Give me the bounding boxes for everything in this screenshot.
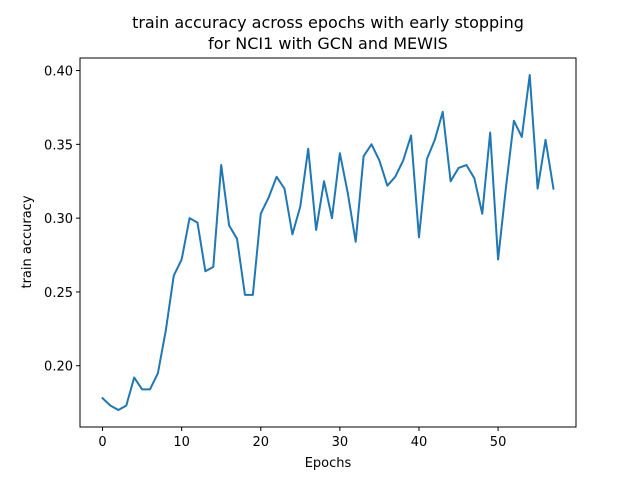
x-tick-label: 20 [252,435,269,450]
plot-area [101,73,555,412]
x-tick-label: 30 [332,435,349,450]
x-axis-label: Epochs [305,456,352,471]
y-tick-label: 0.25 [44,286,73,301]
y-tick-label: 0.30 [44,212,73,227]
chart-title-line-1: train accuracy across epochs with early … [132,13,524,32]
x-tick-label: 10 [173,435,190,450]
x-tick-label: 0 [98,435,106,450]
axes: 0 10 20 30 40 50 0.20 0.25 0.30 0.35 0.40 [44,57,577,450]
chart-title-line-2: for NCI1 with GCN and MEWIS [208,34,448,53]
y-axis-label: train accuracy [20,195,35,288]
y-tick-label: 0.35 [44,138,73,153]
axes-frame [79,57,577,428]
x-tick-label: 50 [490,435,507,450]
x-tick-label: 40 [411,435,428,450]
series-line-0 [101,73,555,412]
y-tick-label: 0.20 [44,360,73,375]
y-tick-label: 0.40 [44,65,73,80]
